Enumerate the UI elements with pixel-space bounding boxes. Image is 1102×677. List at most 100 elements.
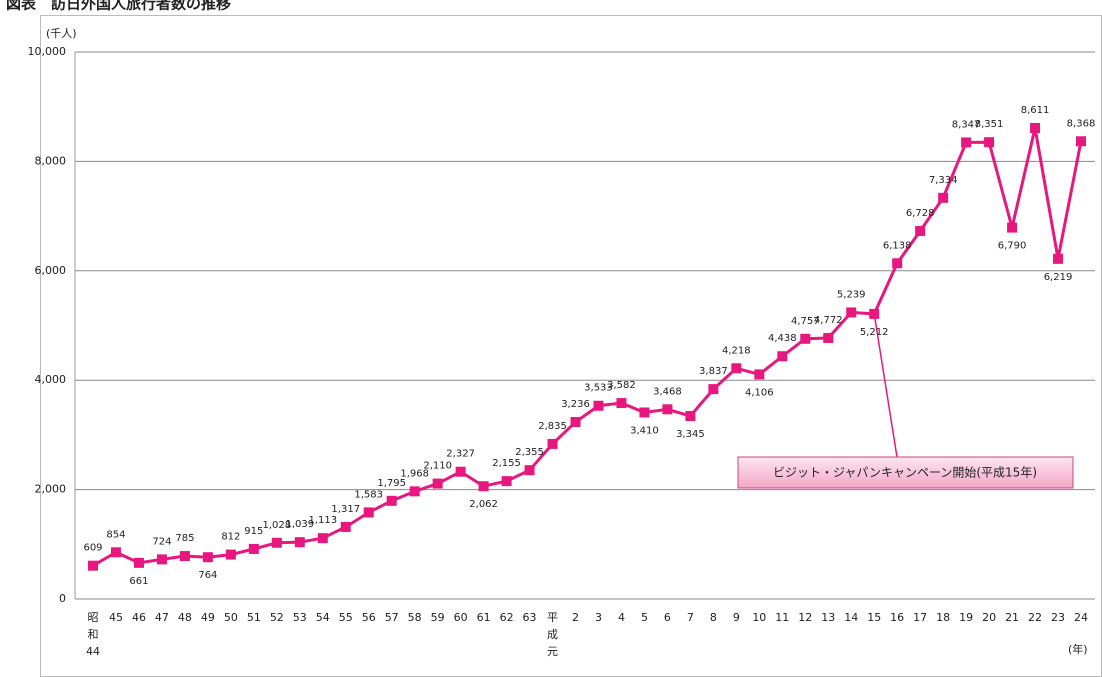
y-tick-label: 10,000 (28, 45, 67, 58)
data-label: 3,410 (630, 425, 659, 436)
data-label: 2,835 (538, 421, 567, 432)
data-label: 4,218 (722, 345, 751, 356)
data-label: 8,611 (1021, 105, 1050, 116)
x-tick-label: 51 (247, 611, 261, 624)
data-label: 915 (244, 526, 263, 537)
x-tick-label: 5 (641, 611, 648, 624)
marker (202, 552, 213, 563)
data-label: 764 (198, 570, 217, 581)
marker (846, 307, 857, 318)
marker (340, 521, 351, 532)
x-tick-label: 16 (890, 611, 904, 624)
data-label: 1,113 (308, 515, 337, 526)
data-label: 4,438 (768, 333, 797, 344)
x-tick-label: 3 (595, 611, 602, 624)
marker (225, 549, 236, 560)
chart-title: 図表 訪日外国人旅行者数の推移 (6, 0, 231, 13)
x-tick-label: 61 (477, 611, 491, 624)
marker (662, 404, 673, 415)
data-label: 5,239 (837, 289, 866, 300)
x-tick-label: 59 (431, 611, 445, 624)
data-label: 724 (152, 536, 171, 547)
annotation: ビジット・ジャパンキャンペーン開始(平成15年) (773, 466, 1037, 480)
marker (455, 466, 466, 477)
marker (777, 351, 788, 362)
data-label: 785 (175, 533, 194, 544)
x-tick-label: 15 (867, 611, 881, 624)
marker (88, 560, 98, 571)
data-label: 2,327 (446, 449, 475, 460)
marker (156, 554, 167, 565)
x-tick-label: 24 (1074, 611, 1088, 624)
data-label: 8,351 (975, 119, 1004, 130)
marker (892, 258, 903, 269)
marker (639, 407, 650, 418)
x-tick-label: 18 (936, 611, 950, 624)
marker (961, 137, 972, 148)
x-tick-label: 昭和 44 (86, 611, 100, 658)
marker (915, 225, 926, 236)
x-tick-label: 49 (201, 611, 215, 624)
marker (938, 192, 949, 203)
x-tick-label: 62 (500, 611, 514, 624)
x-tick-label: 50 (224, 611, 238, 624)
marker (110, 547, 121, 558)
x-tick-label: 12 (798, 611, 812, 624)
marker (271, 537, 282, 548)
y-tick-label: 8,000 (35, 154, 67, 167)
x-tick-label: 46 (132, 611, 146, 624)
marker (800, 333, 811, 344)
x-tick-label: 52 (270, 611, 284, 624)
marker (317, 533, 328, 544)
data-label: 3,837 (699, 366, 728, 377)
x-tick-label: 57 (385, 611, 399, 624)
data-label: 6,790 (998, 241, 1027, 252)
line (92, 127, 1083, 567)
data-label: 6,728 (906, 208, 935, 219)
marker (179, 551, 190, 562)
x-tick-label: 22 (1028, 611, 1042, 624)
x-tick-label: 8 (710, 611, 717, 624)
marker (731, 363, 742, 374)
x-tick-label: 56 (362, 611, 376, 624)
x-tick-label: 14 (844, 611, 858, 624)
data-label: 812 (221, 532, 240, 543)
x-tick-label: 23 (1051, 611, 1065, 624)
x-axis-unit: (年) (1068, 642, 1088, 656)
data-label: 3,345 (676, 429, 705, 440)
x-tick-label: 47 (155, 611, 169, 624)
x-tick-label: 58 (408, 611, 422, 624)
x-tick-label: 55 (339, 611, 353, 624)
marker (593, 400, 604, 411)
x-tick-label: 7 (687, 611, 694, 624)
marker (386, 495, 397, 506)
marker (248, 543, 259, 554)
marker (823, 332, 834, 343)
x-tick-label: 4 (618, 611, 625, 624)
x-tick-label: 平成元 (547, 611, 558, 658)
marker (1053, 253, 1064, 264)
data-label: 2,355 (515, 447, 544, 458)
marker (869, 308, 880, 319)
annotation-pointer (873, 313, 898, 458)
x-tick-label: 11 (775, 611, 789, 624)
x-tick-label: 53 (293, 611, 307, 624)
data-label: 3,468 (653, 386, 682, 397)
data-label: 3,533 (584, 383, 613, 394)
x-tick-label: 10 (752, 611, 766, 624)
y-tick-label: 0 (59, 592, 66, 605)
marker (984, 137, 995, 148)
data-label: 6,138 (883, 240, 912, 251)
y-tick-label: 6,000 (35, 264, 67, 277)
x-tick-label: 21 (1005, 611, 1019, 624)
marker (708, 384, 719, 395)
x-tick-label: 6 (664, 611, 671, 624)
data-label: 4,757 (791, 316, 820, 327)
x-tick-label: 2 (572, 611, 579, 624)
data-label: 1,028 (262, 520, 291, 531)
marker (133, 557, 144, 568)
annotation-box (737, 456, 1074, 489)
marker (1007, 222, 1018, 233)
data-label: 5,212 (860, 327, 889, 338)
